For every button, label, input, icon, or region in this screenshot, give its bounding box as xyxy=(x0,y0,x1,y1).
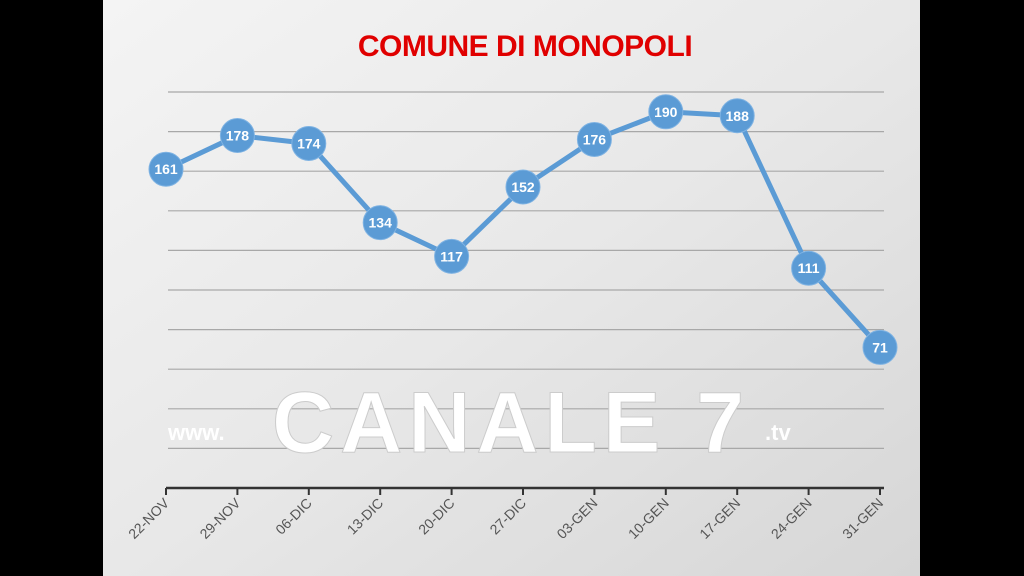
watermark-prefix: www. xyxy=(167,420,225,445)
data-point xyxy=(219,118,255,154)
data-point xyxy=(791,250,827,286)
watermark-suffix: .tv xyxy=(765,420,791,445)
data-point xyxy=(719,98,755,134)
data-label: 152 xyxy=(511,179,535,195)
data-point xyxy=(648,94,684,130)
data-point xyxy=(362,205,398,241)
data-label: 178 xyxy=(226,128,250,144)
data-label: 176 xyxy=(583,132,607,148)
data-label: 188 xyxy=(726,108,750,124)
data-label: 161 xyxy=(154,161,178,177)
data-point xyxy=(862,329,898,365)
data-label: 174 xyxy=(297,135,321,151)
watermark-brand: CANALE 7 xyxy=(272,375,750,471)
chart-title: COMUNE DI MONOPOLI xyxy=(358,30,692,63)
chart-background xyxy=(103,0,920,576)
data-label: 134 xyxy=(369,215,393,231)
data-point xyxy=(291,125,327,161)
data-point xyxy=(434,238,470,274)
watermark: www. CANALE 7 .tv xyxy=(167,375,791,472)
data-point xyxy=(576,122,612,158)
data-point xyxy=(505,169,541,205)
data-label: 117 xyxy=(440,248,463,264)
data-label: 71 xyxy=(872,339,888,355)
data-label: 190 xyxy=(654,104,678,120)
data-point xyxy=(148,151,184,187)
data-label: 111 xyxy=(798,260,820,276)
